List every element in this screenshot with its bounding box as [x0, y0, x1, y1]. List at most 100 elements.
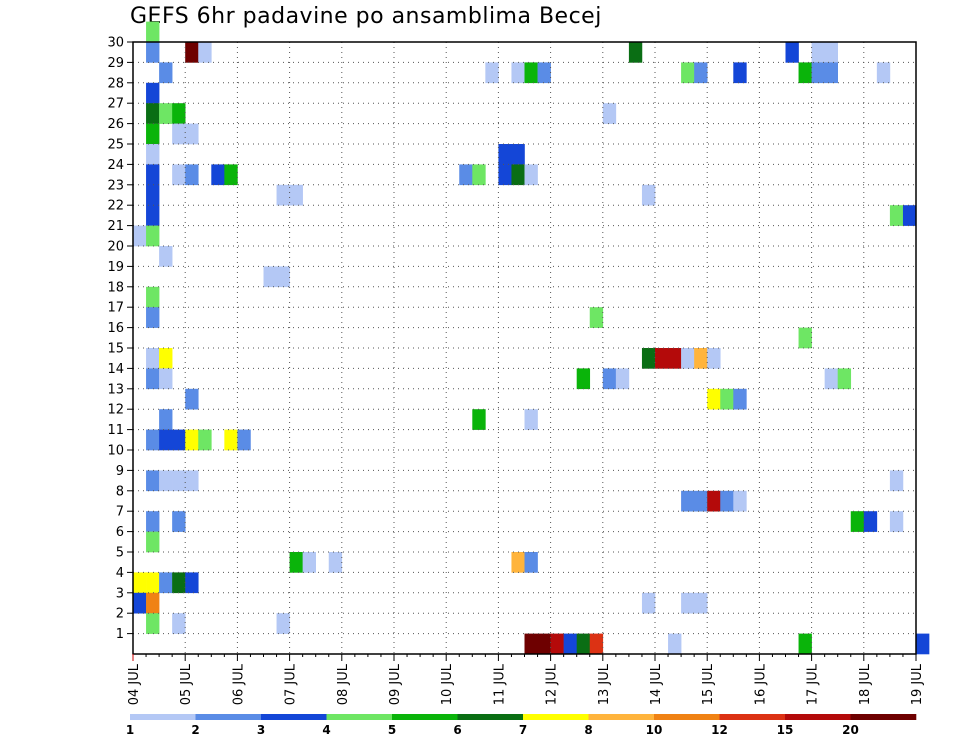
precip-cell: [146, 184, 160, 206]
precip-cell: [707, 388, 721, 410]
precip-cell: [289, 552, 303, 573]
precip-cell: [172, 123, 199, 145]
precip-cell: [172, 470, 199, 492]
precip-cell: [733, 388, 747, 410]
colorbar-segment: [261, 714, 327, 720]
precip-cell: [589, 307, 604, 328]
precip-cell: [146, 42, 160, 63]
y-tick-label: 3: [116, 586, 124, 601]
precip-cell: [472, 164, 486, 186]
y-tick-label: 24: [107, 158, 124, 173]
precip-cell: [576, 633, 591, 655]
colorbar-segment: [195, 714, 262, 720]
precip-cell: [159, 409, 173, 430]
precip-cell: [146, 21, 160, 43]
precip-cell: [159, 368, 173, 390]
x-tick-label: 08 JUL: [336, 663, 351, 705]
precip-cell: [185, 388, 199, 410]
precip-cell: [524, 633, 551, 655]
precip-cell: [146, 348, 160, 369]
colorbar-segment: [130, 714, 196, 720]
precip-cell: [198, 42, 212, 63]
precip-cell: [641, 184, 656, 206]
precip-cell: [159, 62, 173, 84]
precip-cell: [798, 327, 812, 349]
precip-cell: [733, 62, 747, 84]
precip-cell: [159, 103, 173, 124]
precip-cell: [146, 205, 160, 226]
precip-cell: [720, 388, 734, 410]
precip-cell: [602, 368, 617, 390]
precip-cell: [146, 572, 160, 594]
colorbar-label: 7: [519, 723, 527, 737]
precip-cell: [198, 429, 212, 451]
precip-cell: [146, 225, 160, 247]
y-tick-label: 4: [116, 566, 124, 581]
precip-cell: [602, 103, 617, 124]
grid-layer: [133, 42, 916, 654]
precip-cell: [876, 62, 891, 84]
precip-cell: [224, 164, 238, 186]
precip-cell: [511, 164, 525, 186]
precip-cell: [146, 123, 160, 145]
colorbar-segment: [392, 714, 458, 720]
precip-cell: [615, 368, 630, 390]
y-tick-label: 29: [107, 56, 124, 71]
precip-cell: [550, 633, 564, 655]
precip-cell: [563, 633, 577, 655]
colorbar-segment: [457, 714, 524, 720]
precip-cell: [185, 42, 199, 63]
x-tick-label: 09 JUL: [388, 663, 403, 705]
cells-layer: [133, 21, 930, 655]
colorbar-label: 12: [711, 723, 728, 737]
precip-cell: [681, 490, 708, 512]
y-tick-label: 12: [107, 403, 124, 418]
colorbar-label: 1: [126, 723, 134, 737]
precip-cell: [146, 511, 160, 532]
precip-cell: [707, 490, 721, 512]
colorbar-label: 2: [191, 723, 199, 737]
precip-cell: [733, 490, 747, 512]
precip-cell: [146, 470, 160, 492]
precip-cell: [485, 62, 499, 84]
precip-cell: [328, 552, 343, 573]
colorbar: 1 2 3 4 5 6 7 8 10 12 15 20: [126, 714, 917, 737]
precip-cell: [889, 205, 904, 226]
y-tick-label: 9: [116, 464, 124, 479]
colorbar-label: 3: [257, 723, 265, 737]
precip-cell: [211, 164, 225, 186]
colorbar-segment: [785, 714, 851, 720]
y-tick-label: 14: [107, 362, 124, 377]
precip-cell: [276, 184, 303, 206]
precip-cell: [511, 552, 525, 573]
y-tick-label: 20: [107, 240, 124, 255]
precip-cell: [146, 429, 160, 451]
colorbar-label: 10: [646, 723, 663, 737]
precip-cell: [498, 164, 512, 186]
precip-cell: [524, 409, 538, 430]
precip-cell: [146, 286, 160, 308]
colorbar-segment: [523, 714, 589, 720]
precip-cell: [902, 205, 917, 226]
y-tick-label: 28: [107, 76, 124, 91]
precip-cell: [146, 144, 160, 165]
precip-cell: [524, 164, 538, 186]
precip-cell: [146, 307, 160, 328]
y-tick-label: 22: [107, 199, 124, 214]
precip-cell: [811, 62, 838, 84]
precip-cell: [837, 368, 852, 390]
precip-cell: [655, 348, 682, 369]
precip-cell: [707, 348, 721, 369]
precip-cell: [681, 62, 695, 84]
precip-cell: [798, 62, 812, 84]
y-tick-label: 18: [107, 280, 124, 295]
precip-cell: [159, 470, 173, 492]
precip-cell: [172, 164, 186, 186]
precip-cell: [146, 531, 160, 553]
colorbar-segment: [654, 714, 720, 720]
colorbar-segment: [850, 714, 917, 720]
y-tick-label: 30: [107, 36, 124, 51]
precip-cell: [628, 42, 643, 63]
colorbar-label: 5: [388, 723, 396, 737]
precip-cell: [146, 82, 160, 104]
